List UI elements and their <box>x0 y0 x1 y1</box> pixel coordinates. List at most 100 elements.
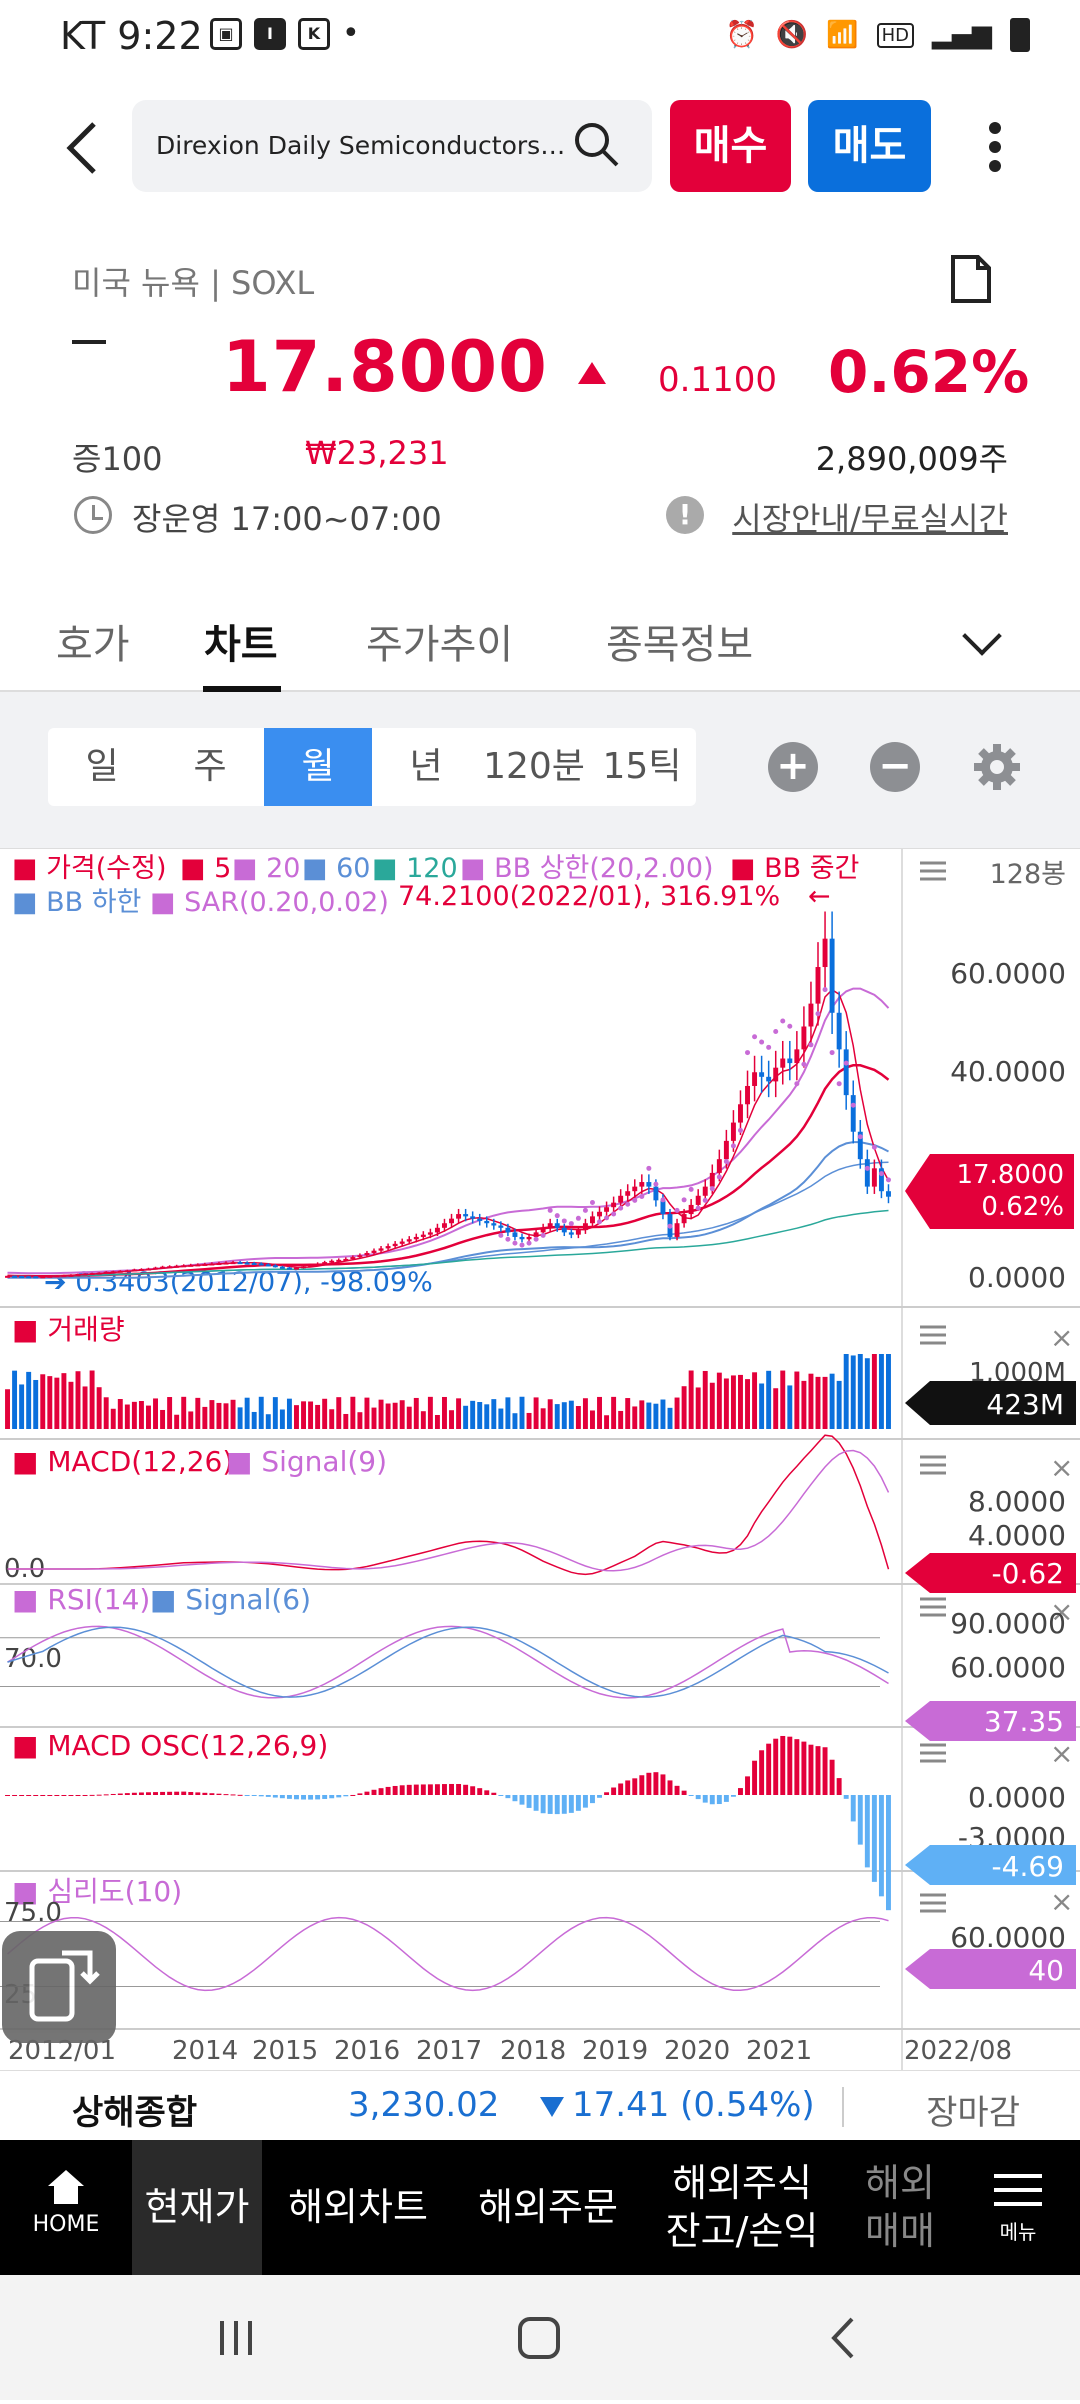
zoom-in-icon[interactable]: + <box>768 742 818 792</box>
sar-dot <box>702 1197 708 1203</box>
volume-close-icon[interactable]: × <box>1050 1321 1073 1354</box>
period-day[interactable]: 일 <box>85 746 119 787</box>
chart-options-icon[interactable] <box>920 861 946 881</box>
candle-body <box>286 1267 292 1270</box>
wifi-icon: 📶 <box>826 20 859 50</box>
sar-dot <box>632 1197 638 1203</box>
volume-bar <box>138 1401 144 1429</box>
sell-button[interactable]: 매도 <box>808 100 931 192</box>
candle-body <box>646 1182 652 1187</box>
tab-stock-info[interactable]: 종목정보 <box>606 622 754 668</box>
volume-bar <box>110 1408 116 1429</box>
volume-bar <box>392 1402 398 1429</box>
candle-body <box>385 1246 391 1249</box>
home-button-icon[interactable] <box>518 2317 560 2359</box>
volume-bar <box>103 1397 109 1429</box>
candle-body <box>308 1264 314 1267</box>
sar-dot <box>885 1177 891 1183</box>
candle-body <box>82 1273 88 1276</box>
volume-bar <box>195 1397 201 1429</box>
nav-overseas-chart[interactable]: 해외차트 <box>288 2184 428 2229</box>
period-month[interactable]: 월 <box>264 728 372 806</box>
volume-bar <box>709 1382 715 1429</box>
rotate-screen-button[interactable] <box>2 1931 116 2043</box>
stock-chart[interactable]: ■ 가격(수정) ■ 5 ■ 20 ■ 60 ■ 120 ■ BB 상한(20,… <box>0 849 1080 2071</box>
osc-bar <box>850 1795 856 1822</box>
chart-area[interactable]: ■ 가격(수정) ■ 5 ■ 20 ■ 60 ■ 120 ■ BB 상한(20,… <box>0 848 1080 2071</box>
sar-dot <box>695 1205 701 1211</box>
candle-body <box>357 1255 363 1258</box>
osc-close-icon[interactable]: × <box>1050 1737 1073 1770</box>
nav-current-price[interactable]: 현재가 <box>132 2140 262 2275</box>
macd-options-icon[interactable] <box>920 1455 946 1475</box>
osc-bar <box>5 1795 10 1796</box>
period-year[interactable]: 년 <box>409 746 443 787</box>
candle-body <box>181 1265 187 1268</box>
zoom-out-icon[interactable]: − <box>870 742 920 792</box>
tab-price-trend[interactable]: 주가추이 <box>366 622 514 668</box>
more-options-icon[interactable] <box>980 116 1010 180</box>
period-120min[interactable]: 120분 <box>483 746 585 787</box>
sar-dot <box>801 1061 807 1067</box>
volume-bar <box>491 1399 497 1429</box>
volume-options-icon[interactable] <box>920 1325 946 1345</box>
volume-bar <box>766 1370 772 1429</box>
back-nav-icon[interactable] <box>831 2317 854 2359</box>
last-price-tag <box>905 1154 1074 1229</box>
volume-bar <box>702 1370 708 1429</box>
market-notice-link[interactable]: 시장안내/무료실시간 <box>732 500 1008 538</box>
volume-bar <box>575 1406 581 1429</box>
search-icon[interactable] <box>572 120 620 168</box>
nav-menu[interactable]: 메뉴 <box>990 2174 1046 2245</box>
psy-close-icon[interactable]: × <box>1050 1885 1073 1918</box>
legend-ma5: ■ 5 <box>180 853 231 884</box>
stock-search-box[interactable]: Direxion Daily Semiconductors 3… <box>132 100 652 192</box>
market-status: 장마감 <box>926 2093 1020 2133</box>
period-week[interactable]: 주 <box>193 746 227 787</box>
osc-bar <box>526 1795 532 1808</box>
nav-overseas-trade[interactable]: 해외 매매 <box>865 2161 935 2253</box>
x-tick-label: 2014 <box>172 2036 238 2066</box>
rsi-close-icon[interactable]: × <box>1050 1595 1073 1628</box>
recent-apps-icon[interactable] <box>220 2321 252 2355</box>
sar-dot <box>681 1197 687 1203</box>
macd-close-icon[interactable]: × <box>1050 1451 1073 1484</box>
sar-dot <box>554 1213 560 1219</box>
osc-bar <box>794 1739 800 1795</box>
candle-body <box>794 1049 800 1064</box>
rsi-options-icon[interactable] <box>920 1597 946 1617</box>
osc-bar <box>843 1795 849 1799</box>
osc-options-icon[interactable] <box>920 1743 946 1763</box>
period-15tick[interactable]: 15틱 <box>602 746 682 787</box>
nav-home[interactable]: HOME <box>26 2168 106 2237</box>
psy-options-icon[interactable] <box>920 1893 946 1913</box>
candle-body <box>420 1234 426 1237</box>
osc-bar <box>124 1793 130 1795</box>
tab-chart[interactable]: 차트 <box>204 622 278 668</box>
x-tick-label: 2015 <box>252 2036 318 2066</box>
tab-orderbook[interactable]: 호가 <box>56 622 130 668</box>
volume-bar <box>251 1411 257 1429</box>
nav-overseas-order[interactable]: 해외주문 <box>478 2184 618 2229</box>
volume-bar <box>301 1401 306 1429</box>
legend-sar: ■ SAR(0.20,0.02) <box>150 887 389 918</box>
chevron-down-icon[interactable] <box>962 616 1002 656</box>
volume-bar <box>871 1354 877 1429</box>
volume-bar <box>484 1404 490 1429</box>
gear-icon[interactable] <box>972 742 1022 792</box>
nav-overseas-balance[interactable]: 해외주식 잔고/손익 <box>665 2161 819 2253</box>
osc-bar <box>547 1795 553 1814</box>
osc-bar <box>857 1795 863 1845</box>
back-button[interactable] <box>62 118 102 178</box>
volume-bar <box>695 1387 701 1429</box>
volume-bar <box>336 1397 342 1429</box>
buy-button[interactable]: 매수 <box>670 100 791 192</box>
index-ticker[interactable]: 상해종합 3,230.02 17.41 (0.54%) 장마감 <box>0 2070 1080 2140</box>
document-icon[interactable] <box>950 254 992 304</box>
sar-dot <box>646 1165 652 1171</box>
volume-bar <box>505 1397 511 1429</box>
osc-bar <box>364 1791 370 1795</box>
system-icons: ⏰ 🔇 📶 HD ▂▄▆ <box>725 18 1030 52</box>
candle-body <box>674 1223 680 1237</box>
macd-label: ■ MACD(12,26) <box>12 1445 233 1478</box>
